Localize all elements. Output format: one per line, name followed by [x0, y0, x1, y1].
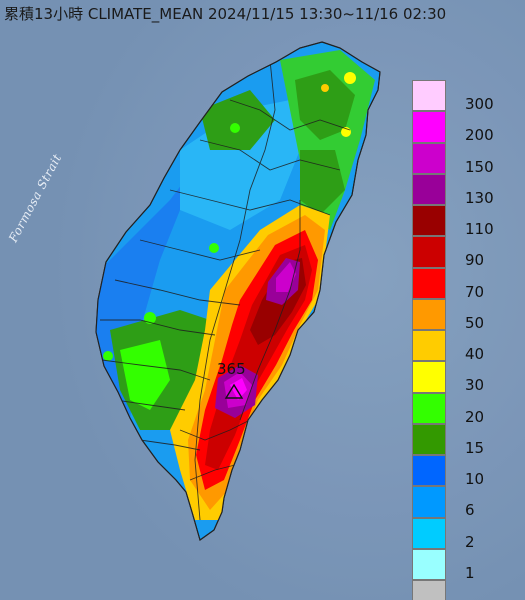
- legend-row: 6: [412, 486, 522, 520]
- color-legend: 300 200 150 130 110 90 70 50 40 30 20 15 10 6 2 1: [412, 80, 522, 600]
- legend-swatch: [412, 173, 446, 205]
- legend-label: 90: [465, 251, 485, 270]
- legend-row: 10: [412, 455, 522, 488]
- legend-label: 1: [465, 563, 475, 582]
- legend-label: 50: [465, 313, 485, 332]
- legend-swatch: [412, 392, 446, 424]
- legend-row: 70: [412, 267, 522, 301]
- legend-row: 1: [412, 548, 522, 582]
- legend-label: 2: [465, 532, 475, 551]
- legend-row: 20: [412, 392, 522, 426]
- legend-label: 20: [465, 407, 485, 426]
- legend-label: 15: [465, 438, 485, 457]
- max-rainfall-label: 365: [217, 360, 246, 378]
- legend-label: 40: [465, 345, 485, 363]
- legend-row: [412, 580, 522, 600]
- legend-swatch: [412, 455, 446, 487]
- triangle-icon: [224, 383, 244, 399]
- legend-label: 130: [465, 188, 494, 207]
- legend-swatch: [412, 580, 446, 600]
- legend-row: 130: [412, 173, 522, 207]
- legend-row: 150: [412, 142, 522, 176]
- legend-row: 15: [412, 423, 522, 457]
- legend-label: 70: [465, 282, 485, 301]
- map-title: 累積13小時 CLIMATE_MEAN 2024/11/15 13:30~11/…: [4, 5, 447, 23]
- legend-row: 30: [412, 361, 522, 395]
- legend-swatch: [412, 361, 446, 393]
- legend-swatch: [412, 486, 446, 518]
- legend-swatch: [412, 236, 446, 268]
- legend-swatch: [412, 205, 446, 237]
- legend-row: 90: [412, 236, 522, 270]
- legend-label: 10: [465, 470, 485, 488]
- legend-label: 200: [465, 126, 494, 145]
- legend-label: 150: [465, 157, 494, 176]
- legend-label: 300: [465, 95, 494, 113]
- legend-row: 40: [412, 330, 522, 363]
- legend-swatch: [412, 298, 446, 330]
- legend-swatch: [412, 267, 446, 299]
- legend-label: 30: [465, 376, 485, 395]
- legend-label: 6: [465, 501, 475, 520]
- legend-row: 300: [412, 80, 522, 113]
- legend-row: 2: [412, 517, 522, 551]
- legend-swatch: [412, 142, 446, 174]
- legend-row: 200: [412, 111, 522, 145]
- legend-row: 50: [412, 298, 522, 332]
- legend-swatch: [412, 111, 446, 143]
- legend-swatch: [412, 80, 446, 112]
- legend-swatch: [412, 330, 446, 362]
- legend-swatch: [412, 517, 446, 549]
- legend-swatch: [412, 548, 446, 580]
- legend-label: 110: [465, 220, 494, 238]
- legend-swatch: [412, 423, 446, 455]
- legend-row: 110: [412, 205, 522, 238]
